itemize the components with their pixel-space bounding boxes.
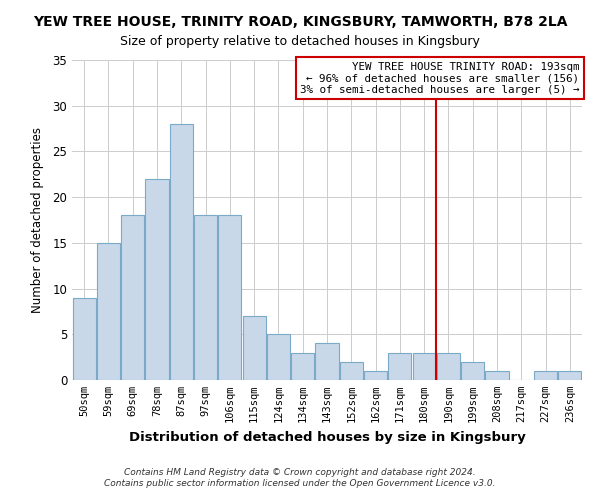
Bar xyxy=(170,124,193,380)
Bar xyxy=(291,352,314,380)
Text: Size of property relative to detached houses in Kingsbury: Size of property relative to detached ho… xyxy=(120,35,480,48)
Bar xyxy=(267,334,290,380)
Bar xyxy=(413,352,436,380)
Text: Contains HM Land Registry data © Crown copyright and database right 2024.
Contai: Contains HM Land Registry data © Crown c… xyxy=(104,468,496,487)
Y-axis label: Number of detached properties: Number of detached properties xyxy=(31,127,44,313)
Bar xyxy=(121,216,144,380)
Bar xyxy=(97,243,120,380)
Bar xyxy=(316,344,338,380)
Bar xyxy=(145,179,169,380)
Bar xyxy=(242,316,266,380)
Text: YEW TREE HOUSE TRINITY ROAD: 193sqm
← 96% of detached houses are smaller (156)
3: YEW TREE HOUSE TRINITY ROAD: 193sqm ← 96… xyxy=(300,62,580,95)
Bar xyxy=(559,371,581,380)
Bar xyxy=(73,298,95,380)
Bar xyxy=(461,362,484,380)
Bar xyxy=(485,371,509,380)
Bar xyxy=(388,352,412,380)
Bar xyxy=(364,371,387,380)
Bar xyxy=(340,362,363,380)
Bar xyxy=(218,216,241,380)
Bar xyxy=(437,352,460,380)
Text: YEW TREE HOUSE, TRINITY ROAD, KINGSBURY, TAMWORTH, B78 2LA: YEW TREE HOUSE, TRINITY ROAD, KINGSBURY,… xyxy=(33,15,567,29)
Bar xyxy=(194,216,217,380)
Bar xyxy=(534,371,557,380)
X-axis label: Distribution of detached houses by size in Kingsbury: Distribution of detached houses by size … xyxy=(128,430,526,444)
